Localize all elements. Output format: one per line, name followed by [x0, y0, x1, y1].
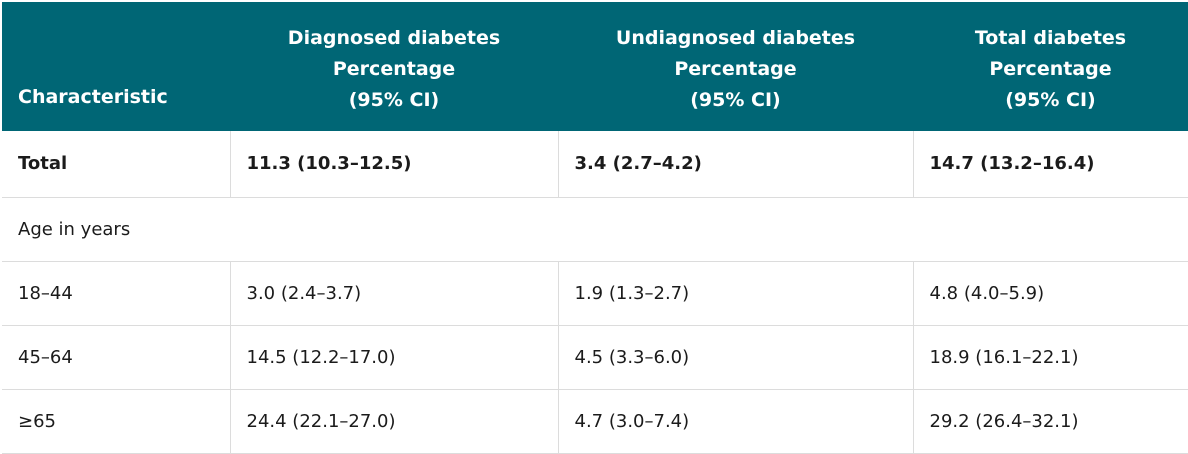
- cell-label: Total: [2, 131, 231, 198]
- header-diagnosed: Diagnosed diabetes Percentage (95% CI): [230, 2, 558, 131]
- cell-undiagnosed: 1.9 (1.3–2.7): [558, 261, 914, 326]
- section-heading-age: Age in years: [2, 197, 1188, 262]
- cell-diagnosed: 14.5 (12.2–17.0): [230, 325, 559, 390]
- cell-label: 45–64: [2, 325, 231, 390]
- cell-undiagnosed: 4.5 (3.3–6.0): [558, 325, 914, 390]
- table-row-age-18-44: 18–44 3.0 (2.4–3.7) 1.9 (1.3–2.7) 4.8 (4…: [2, 261, 1188, 326]
- table-row-age-45-64: 45–64 14.5 (12.2–17.0) 4.5 (3.3–6.0) 18.…: [2, 325, 1188, 390]
- cell-total: 29.2 (26.4–32.1): [913, 389, 1188, 454]
- cell-diagnosed: 24.4 (22.1–27.0): [230, 389, 559, 454]
- cell-undiagnosed: 3.4 (2.7–4.2): [558, 131, 914, 198]
- table-row-section-age: Age in years: [2, 197, 1188, 262]
- cell-undiagnosed: 4.7 (3.0–7.4): [558, 389, 914, 454]
- header-undiagnosed: Undiagnosed diabetes Percentage (95% CI): [558, 2, 913, 131]
- table-header-row: Characteristic Diagnosed diabetes Percen…: [2, 2, 1188, 131]
- cell-total: 4.8 (4.0–5.9): [913, 261, 1188, 326]
- cell-label: ≥65: [2, 389, 231, 454]
- table-row-age-65-plus: ≥65 24.4 (22.1–27.0) 4.7 (3.0–7.4) 29.2 …: [2, 389, 1188, 454]
- cell-total: 14.7 (13.2–16.4): [913, 131, 1188, 198]
- header-characteristic: Characteristic: [2, 2, 230, 131]
- header-total-label: Total diabetes Percentage (95% CI): [974, 27, 1127, 111]
- header-undiagnosed-label: Undiagnosed diabetes Percentage (95% CI): [615, 27, 856, 111]
- header-characteristic-label: Characteristic: [18, 86, 168, 108]
- cell-diagnosed: 11.3 (10.3–12.5): [230, 131, 559, 198]
- cell-label: 18–44: [2, 261, 231, 326]
- cell-total: 18.9 (16.1–22.1): [913, 325, 1188, 390]
- header-total: Total diabetes Percentage (95% CI): [913, 2, 1188, 131]
- header-diagnosed-label: Diagnosed diabetes Percentage (95% CI): [287, 27, 501, 111]
- cell-diagnosed: 3.0 (2.4–3.7): [230, 261, 559, 326]
- table-row-total: Total 11.3 (10.3–12.5) 3.4 (2.7–4.2) 14.…: [2, 131, 1188, 198]
